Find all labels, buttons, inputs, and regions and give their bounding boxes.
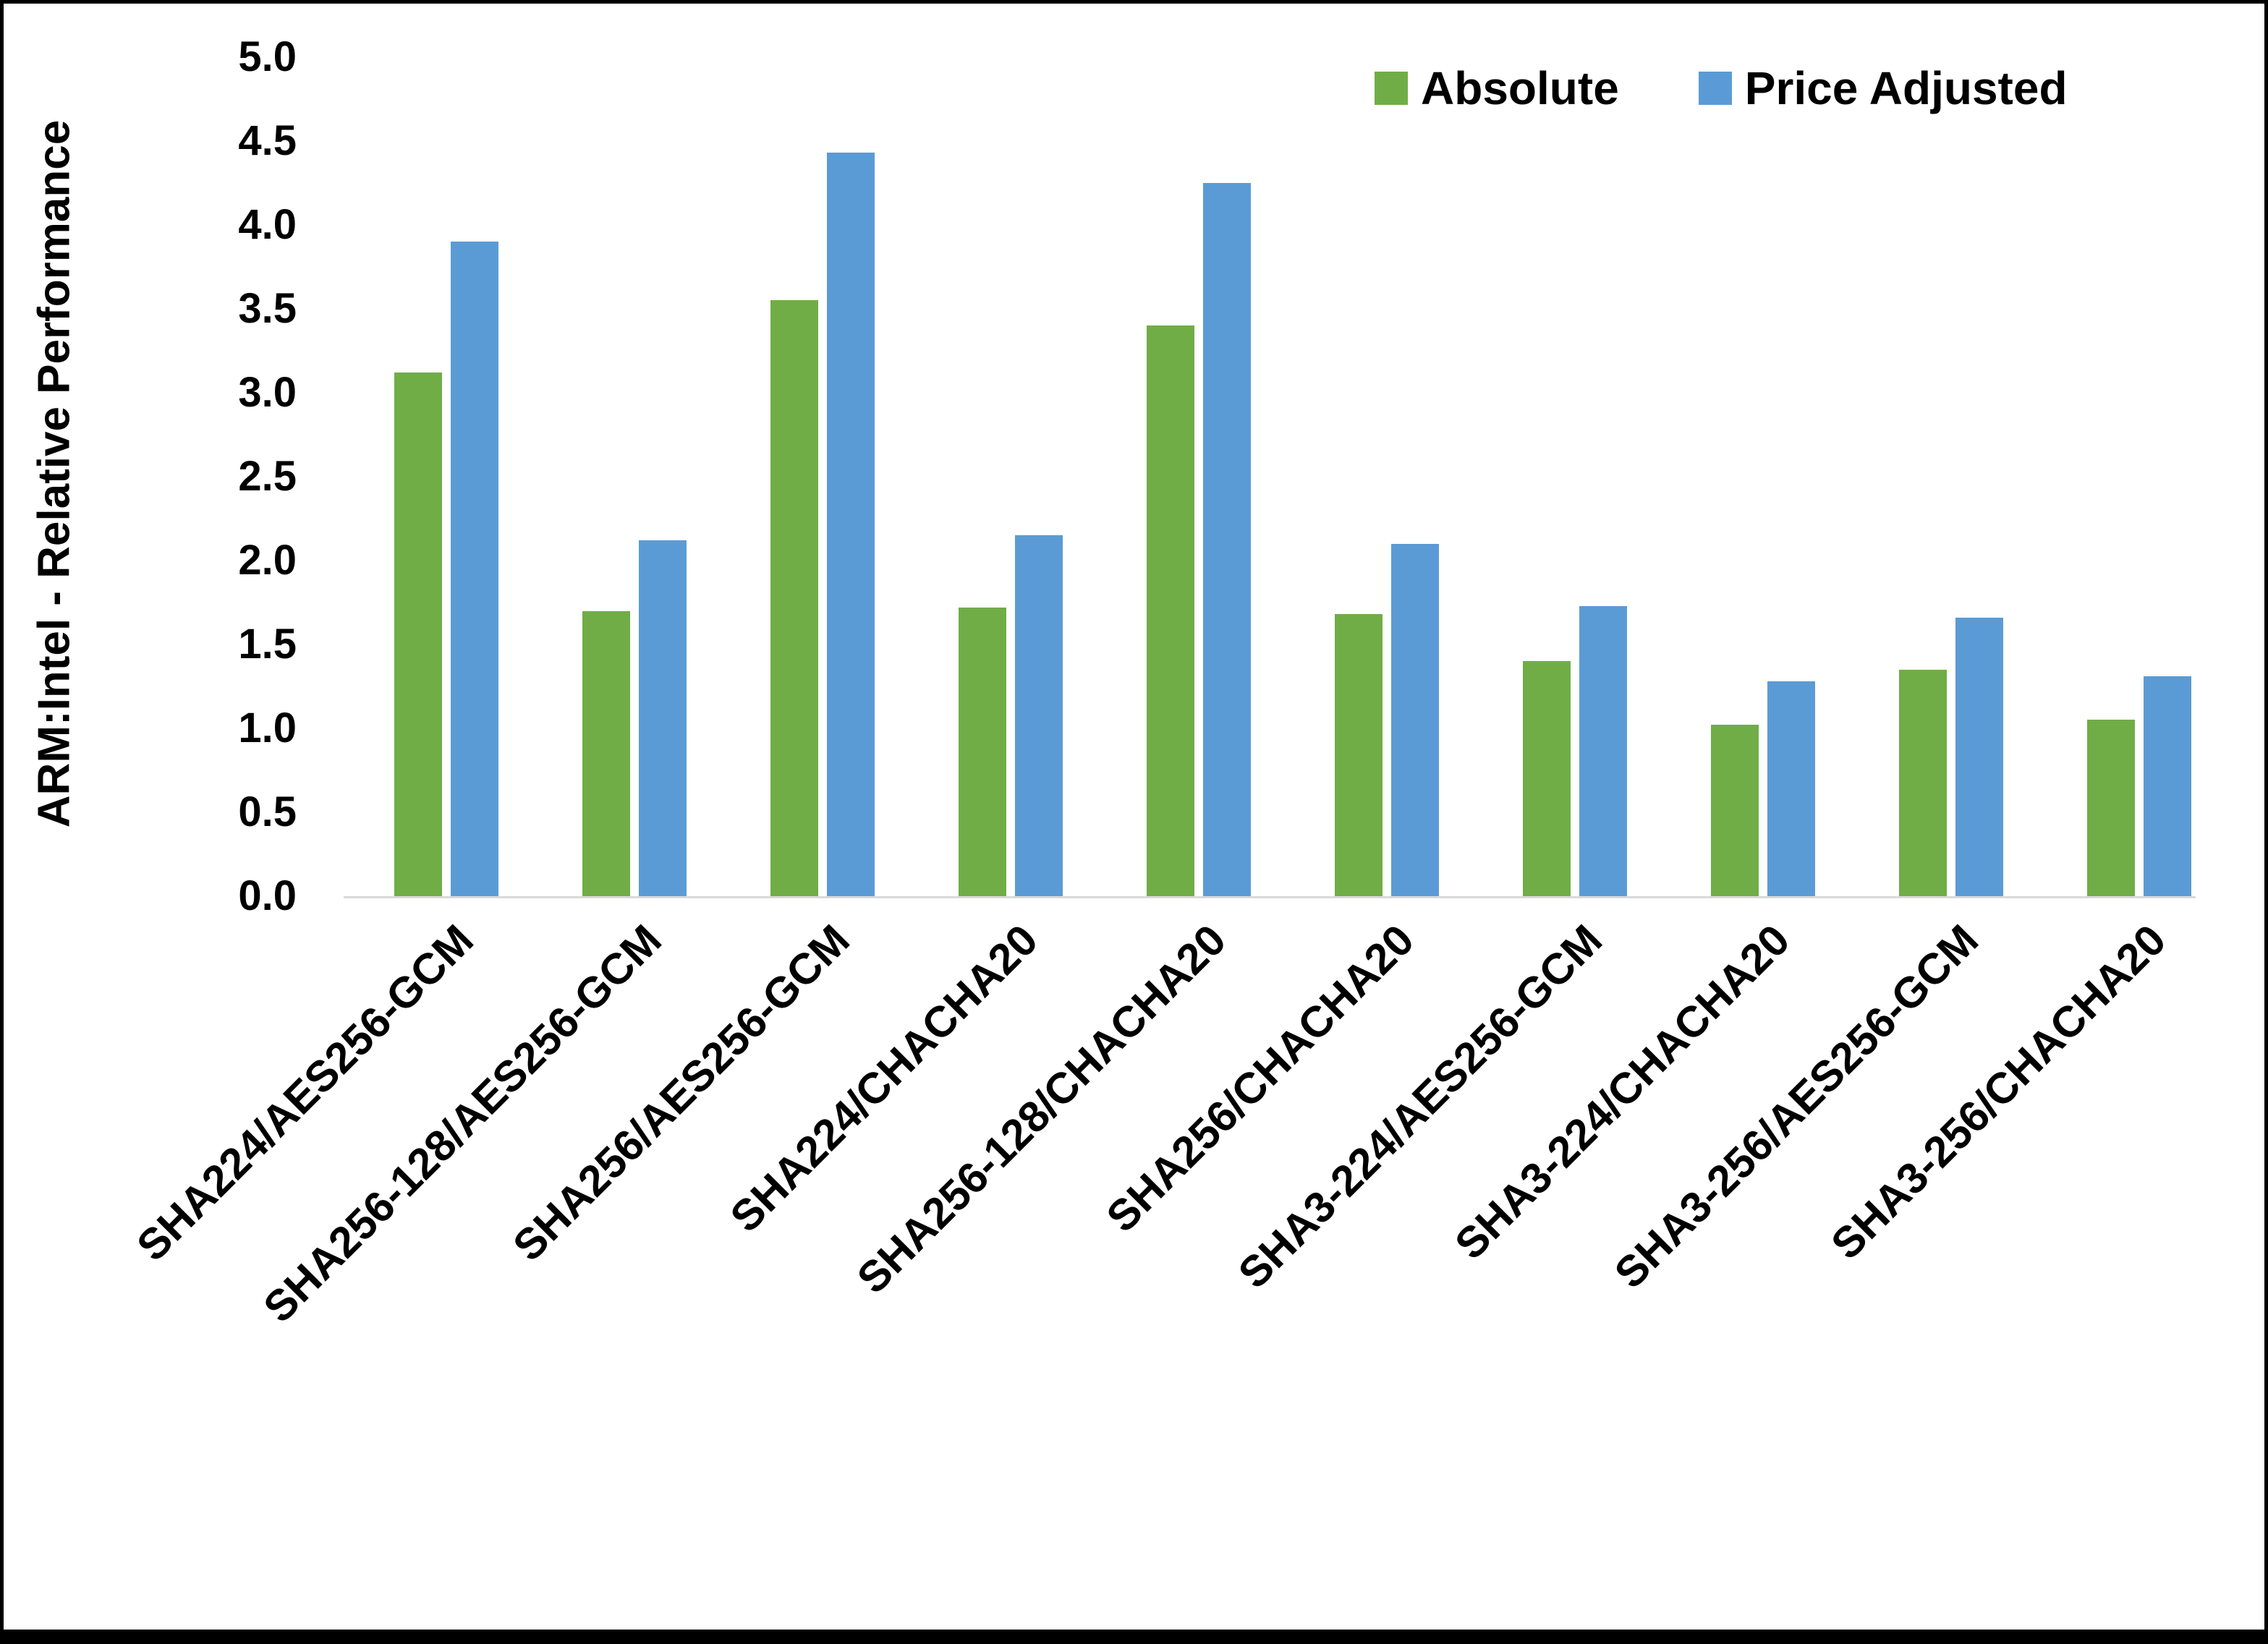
bar-absolute bbox=[770, 300, 818, 896]
bar-chart: ARM:Intel - Relative Performance 5.0 4.5 4… bbox=[4, 4, 2264, 1630]
bar-price-adjusted bbox=[639, 540, 687, 896]
legend-swatch-price-adjusted-icon bbox=[1698, 72, 1732, 105]
y-tick-label: 2.5 bbox=[238, 453, 297, 500]
x-category-label: SHA256-128/AES256-GCM bbox=[254, 915, 671, 1332]
y-tick-label: 0.0 bbox=[238, 872, 297, 919]
y-tick-label: 3.0 bbox=[238, 369, 297, 416]
bar-price-adjusted bbox=[451, 242, 498, 896]
bar-price-adjusted bbox=[1767, 681, 1815, 896]
y-tick-label: 4.5 bbox=[238, 117, 297, 164]
bar-absolute bbox=[1335, 614, 1383, 896]
bar-absolute bbox=[959, 608, 1006, 896]
bar-price-adjusted bbox=[827, 153, 875, 896]
bar-price-adjusted bbox=[1579, 606, 1627, 896]
legend-item-price-adjusted: Price Adjusted bbox=[1698, 61, 2068, 115]
legend: Absolute Price Adjusted bbox=[1375, 61, 2068, 115]
x-category-label: SHA3-256/CHACHA20 bbox=[1822, 915, 2175, 1269]
y-tick-label: 4.0 bbox=[238, 201, 297, 248]
x-category-label: SHA256-128/CHACHA20 bbox=[847, 915, 1235, 1303]
x-category-label: SHA3-224/AES256-GCM bbox=[1228, 915, 1611, 1298]
bar-absolute bbox=[2087, 720, 2135, 896]
y-tick-label: 0.5 bbox=[238, 788, 297, 835]
bar-absolute bbox=[394, 372, 442, 896]
legend-swatch-absolute-icon bbox=[1375, 72, 1408, 105]
bar-price-adjusted bbox=[1955, 618, 2003, 896]
bar-absolute bbox=[1523, 661, 1571, 896]
x-category-label: SHA256/AES256-GCM bbox=[504, 915, 859, 1271]
legend-label-price-adjusted: Price Adjusted bbox=[1744, 62, 2068, 114]
x-category-label: SHA3-256/AES256-GCM bbox=[1605, 915, 1987, 1298]
legend-item-absolute: Absolute bbox=[1375, 61, 1619, 115]
bar-absolute bbox=[1899, 670, 1947, 896]
x-category-label: SHA256/CHACHA20 bbox=[1097, 915, 1423, 1242]
bar-price-adjusted bbox=[1391, 544, 1439, 896]
x-category-label: SHA224/CHACHA20 bbox=[721, 915, 1047, 1242]
y-tick-label: 5.0 bbox=[238, 33, 297, 80]
bar-price-adjusted bbox=[1015, 535, 1063, 896]
y-tick-label: 1.0 bbox=[238, 704, 297, 751]
y-tick-label: 2.0 bbox=[238, 537, 297, 584]
x-category-label: SHA224/AES256-GCM bbox=[127, 915, 483, 1271]
bar-absolute bbox=[1711, 725, 1759, 896]
y-tick-label: 1.5 bbox=[238, 621, 297, 668]
x-axis-line bbox=[344, 896, 2196, 898]
y-tick-label: 3.5 bbox=[238, 285, 297, 332]
bar-absolute bbox=[1147, 325, 1194, 896]
bar-price-adjusted bbox=[2144, 676, 2191, 896]
legend-label-absolute: Absolute bbox=[1421, 62, 1619, 114]
x-category-label: SHA3-224/CHACHA20 bbox=[1445, 915, 1799, 1269]
bar-price-adjusted bbox=[1203, 183, 1251, 896]
bar-absolute bbox=[582, 611, 630, 896]
y-axis-title: ARM:Intel - Relative Performance bbox=[29, 119, 80, 828]
